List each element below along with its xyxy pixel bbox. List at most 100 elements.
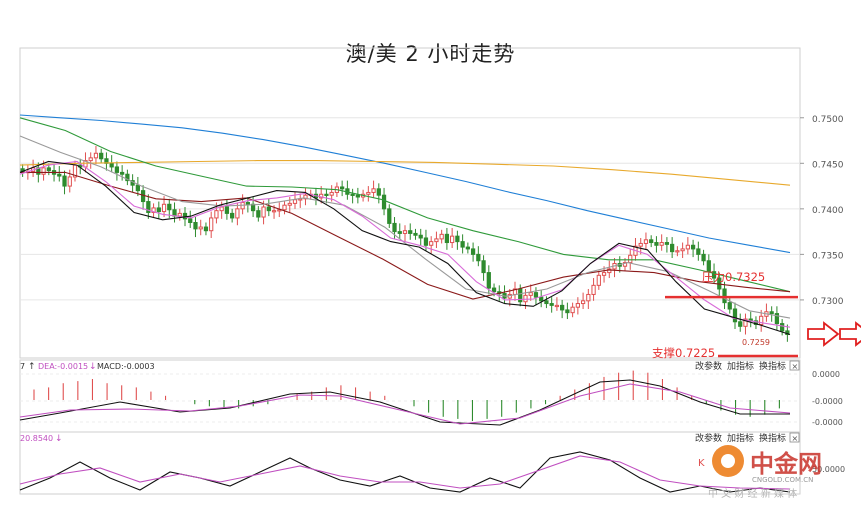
kdj-k-line [19, 451, 791, 493]
macd-down-arrow-icon: ↓ [89, 362, 97, 372]
candle-body [230, 212, 235, 219]
candle-body [418, 234, 423, 239]
macd-legend-value: MACD:-0.0003 [97, 362, 155, 371]
macd-legend-dea: DEA:-0.0015 [38, 362, 88, 371]
candle-body [628, 254, 633, 264]
kdj-d-line [19, 455, 791, 490]
kdj-panel-frame [19, 431, 801, 495]
price-tick-label: 0.7450 [812, 160, 844, 170]
support-label: 支撑0.7225 [652, 346, 715, 360]
candle-body [450, 235, 455, 244]
kdj-close-button [789, 432, 800, 443]
candle-body [277, 209, 282, 212]
moving-average-line [19, 114, 791, 254]
candle-body [696, 248, 701, 255]
candle-body [670, 243, 675, 253]
candle-body [580, 300, 586, 305]
candle-body [161, 203, 167, 213]
kdj-down-arrow-icon: ↓ [55, 434, 63, 444]
candle-body [638, 242, 643, 247]
candle-body [57, 173, 62, 177]
kdj-close-icon: × [792, 434, 799, 443]
candle-body [774, 313, 780, 325]
moving-average-line [19, 160, 791, 336]
candle-body [88, 157, 93, 162]
candle-body [470, 248, 476, 255]
candle-body [292, 199, 298, 204]
watermark-slogan: 中 文 财 经 新 媒 体 [708, 487, 797, 500]
candle-body [256, 210, 261, 218]
candle-body [544, 300, 549, 305]
candle-body [769, 311, 774, 315]
forecast-arrow-icon [839, 321, 861, 347]
candle-body [711, 271, 717, 279]
candle-body [120, 171, 125, 175]
candle-body [381, 194, 387, 210]
watermark-brand: 中金网 [750, 450, 822, 478]
candle-body [732, 308, 738, 323]
forecast-arrow-icon [807, 321, 840, 347]
candle-body [722, 288, 727, 304]
candle-body [355, 194, 360, 198]
kdj-legend-value: 20.8540 [20, 434, 53, 443]
candle-body [622, 262, 628, 267]
moving-average-line [20, 171, 791, 300]
candle-body [539, 296, 544, 302]
candle-body [135, 184, 140, 192]
candle-body [303, 194, 308, 200]
macd-tick-label: 0.0000 [812, 370, 840, 379]
candle-body [434, 238, 439, 243]
candle-body [690, 244, 696, 250]
candle-body [408, 230, 413, 234]
candle-body [738, 321, 743, 327]
resistance-label: 压力0.7325 [702, 270, 765, 284]
kdj-panel-button: 改参数 [695, 432, 722, 444]
candle-body [423, 237, 429, 246]
candle-body [465, 246, 470, 250]
macd-panel-button: 换指标 [759, 360, 786, 372]
candle-body [654, 242, 659, 246]
chart-title: 澳/美 2 小时走势 [345, 42, 516, 66]
candle-body [350, 193, 355, 196]
candle-body [371, 188, 376, 193]
macd-dea-line [19, 383, 791, 425]
price-tick-label: 0.7400 [812, 206, 844, 216]
candle-body [156, 207, 161, 213]
candle-body [575, 303, 580, 308]
candle-body [177, 212, 182, 217]
candle-body [596, 274, 601, 286]
candle-body [151, 207, 156, 213]
main-plot-frame [19, 47, 801, 359]
candle-body [439, 233, 444, 240]
candle-body [476, 253, 481, 262]
candle-body [41, 167, 46, 175]
candle-body [486, 272, 491, 289]
macd-tick-label: -0.0000 [812, 418, 843, 427]
macd-panel-button: 加指标 [727, 360, 754, 372]
candle-body [523, 294, 528, 303]
candle-body [188, 218, 193, 224]
macd-up-arrow-icon: ↑ [28, 362, 36, 372]
candle-body [261, 206, 266, 218]
candle-body [214, 210, 219, 219]
candle-body [209, 217, 214, 232]
candle-body [455, 235, 460, 243]
macd-tick-label: -0.0000 [812, 397, 843, 406]
candle-body [727, 302, 732, 310]
candle-body [743, 318, 748, 327]
kdj-k-label: K [698, 458, 705, 469]
candle-body [402, 230, 408, 234]
kdj-panel-button: 换指标 [759, 432, 786, 444]
candle-body [491, 287, 497, 293]
candle-body [366, 191, 371, 195]
candle-body [675, 250, 680, 253]
candle-body [685, 244, 690, 250]
macd-panel-button: 改参数 [695, 360, 722, 372]
candle-body [114, 166, 120, 173]
candle-body [245, 201, 250, 205]
kdj-panel-button: 加指标 [727, 432, 754, 444]
candle-body [235, 208, 240, 219]
candle-body [219, 206, 224, 212]
